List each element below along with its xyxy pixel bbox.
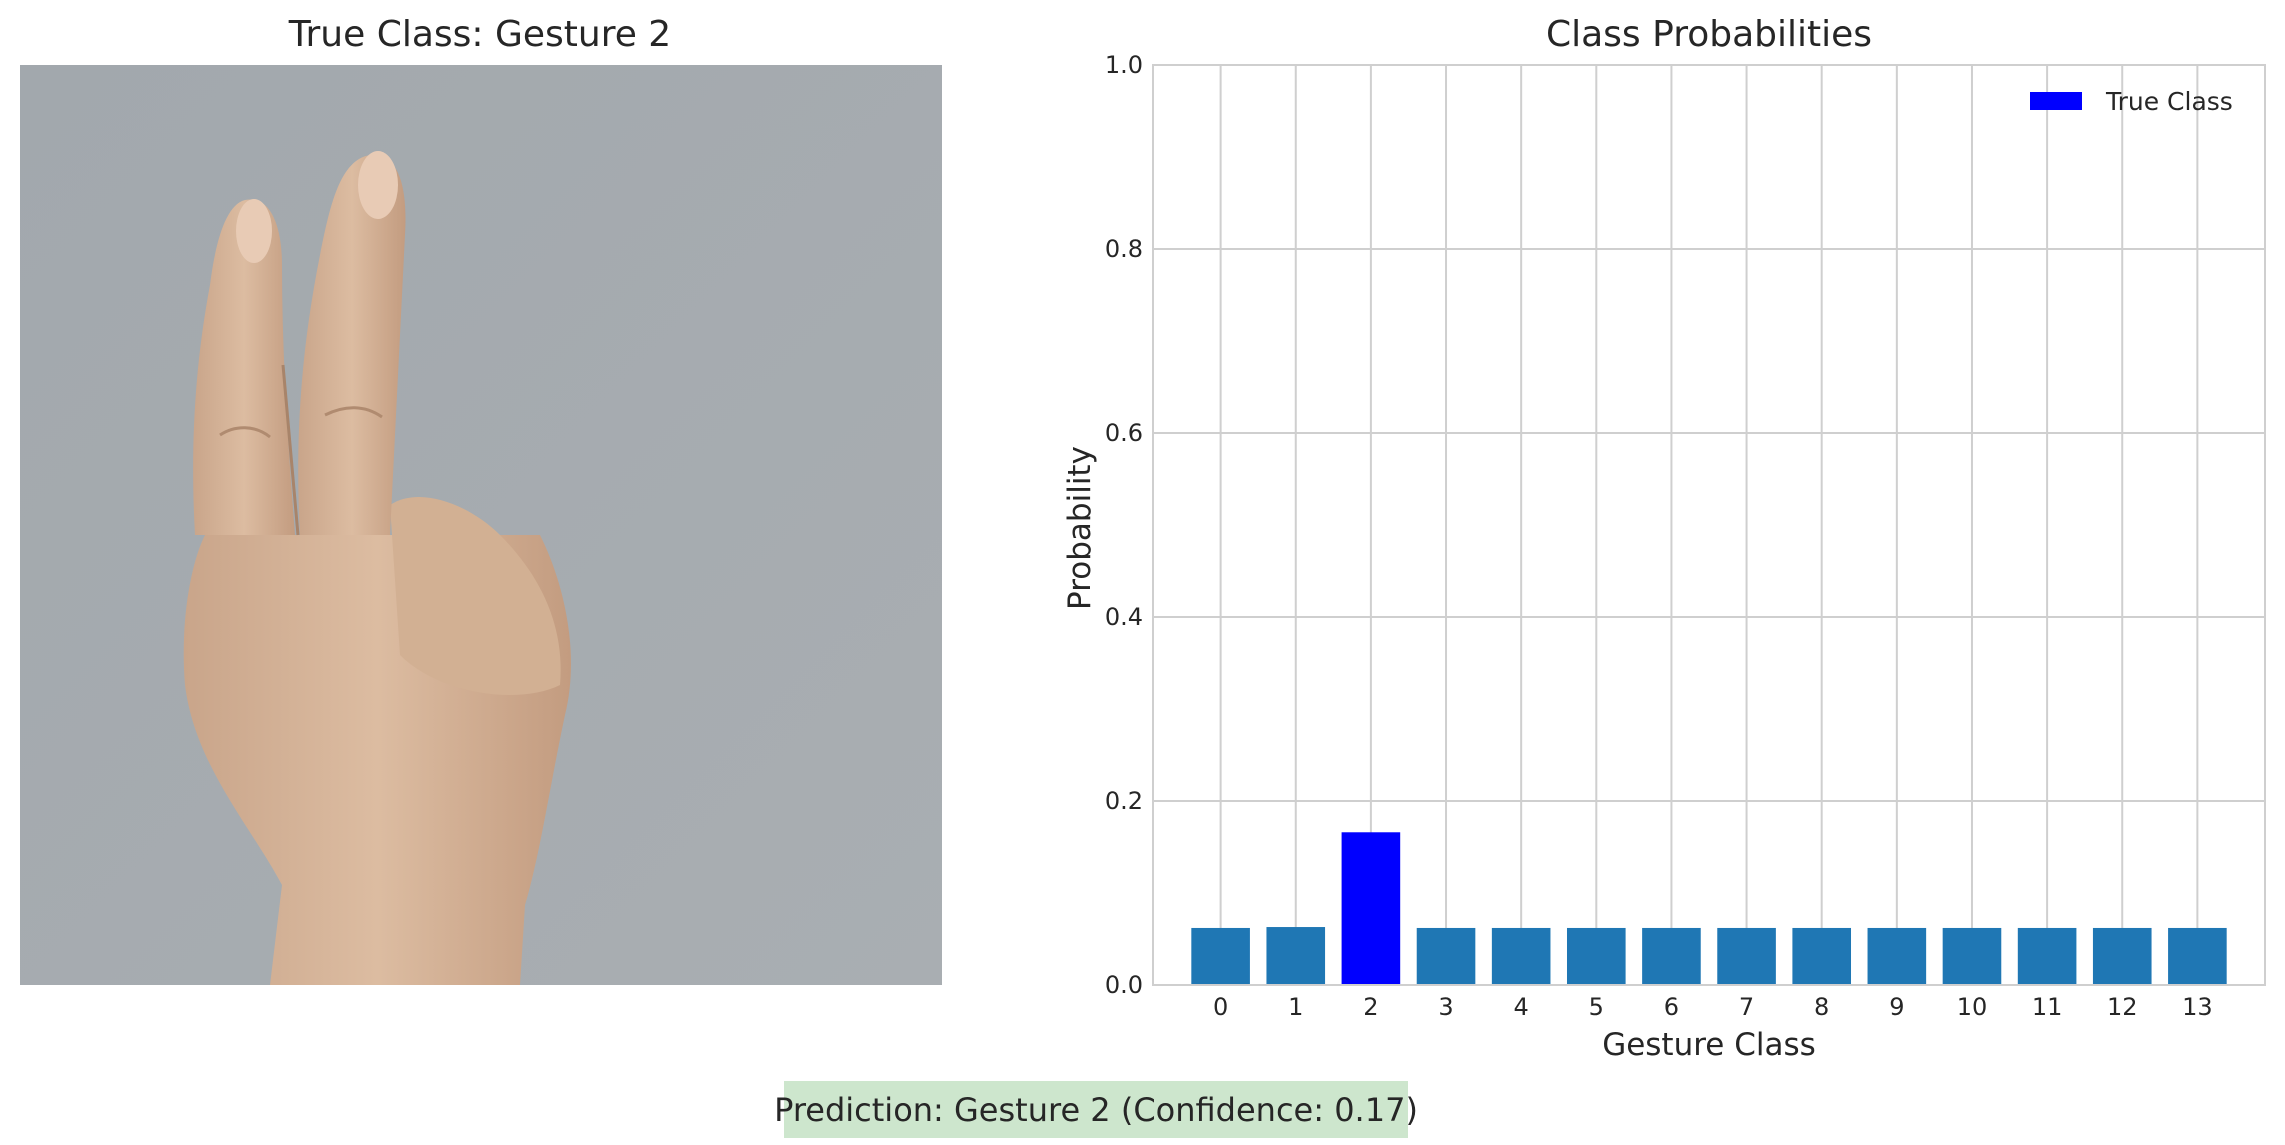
bar-gesture-12 [2092, 927, 2152, 985]
chart-title: Class Probabilities [1545, 14, 1873, 55]
grid-lines [1153, 64, 2265, 986]
x-tick-label: 11 [2032, 993, 2063, 1021]
x-tick-label: 1 [1288, 993, 1303, 1021]
axes-frame [1152, 64, 2266, 986]
legend-swatch-true-class [2030, 92, 2082, 110]
x-tick-label: 5 [1589, 993, 1604, 1021]
y-axis-label: Probability [1062, 446, 1098, 610]
y-tick-label: 0.2 [1105, 787, 1143, 815]
x-tick-label: 4 [1514, 993, 1529, 1021]
x-tick-label: 3 [1438, 993, 1453, 1021]
x-tick-label: 13 [2182, 993, 2213, 1021]
bar-gesture-11 [2017, 927, 2077, 985]
chart-legend: True Class [2030, 86, 2233, 116]
bar-gesture-13 [2168, 927, 2227, 985]
bar-gesture-8 [1792, 927, 1852, 985]
x-tick-label: 8 [1814, 993, 1829, 1021]
bar-gesture-7 [1717, 927, 1776, 985]
x-tick-label: 10 [1957, 993, 1988, 1021]
bar-gesture-0 [1191, 927, 1250, 985]
x-tick-label: 12 [2107, 993, 2138, 1021]
prediction-banner: Prediction: Gesture 2 (Confidence: 0.17) [774, 1081, 1418, 1138]
y-tick-label: 0.6 [1105, 419, 1143, 447]
bar-gesture-6 [1642, 927, 1701, 985]
x-tick-label: 7 [1739, 993, 1754, 1021]
plot-frame [1152, 64, 2266, 986]
image-panel-title: True Class: Gesture 2 [288, 14, 672, 55]
hand-gesture-illustration [20, 65, 942, 985]
bar-gesture-5 [1566, 927, 1626, 985]
legend-label-true-class: True Class [2106, 86, 2233, 116]
x-tick-label: 6 [1664, 993, 1679, 1021]
hand-gesture-photo [20, 65, 942, 985]
bar-gesture-10 [1942, 927, 2002, 985]
y-tick-label: 0.0 [1105, 971, 1143, 999]
y-tick-label: 0.8 [1105, 235, 1143, 263]
x-axis-label: Gesture Class [1602, 1027, 1816, 1063]
x-tick-label: 0 [1213, 993, 1228, 1021]
bar-gesture-2 [1341, 832, 1401, 985]
bar-gesture-1 [1266, 927, 1326, 985]
x-tick-label: 9 [1889, 993, 1904, 1021]
bars [1191, 832, 2227, 985]
bar-gesture-4 [1491, 927, 1551, 985]
y-tick-label: 1.0 [1105, 51, 1143, 79]
x-tick-label: 2 [1363, 993, 1378, 1021]
bar-gesture-3 [1416, 927, 1476, 985]
bar-gesture-9 [1867, 927, 1927, 985]
tick-labels: 0.00.20.40.60.81.00 1 2 3 4 5 6 7 8 9 10 11 12 13 [1105, 51, 2213, 1021]
y-tick-label: 0.4 [1105, 603, 1143, 631]
